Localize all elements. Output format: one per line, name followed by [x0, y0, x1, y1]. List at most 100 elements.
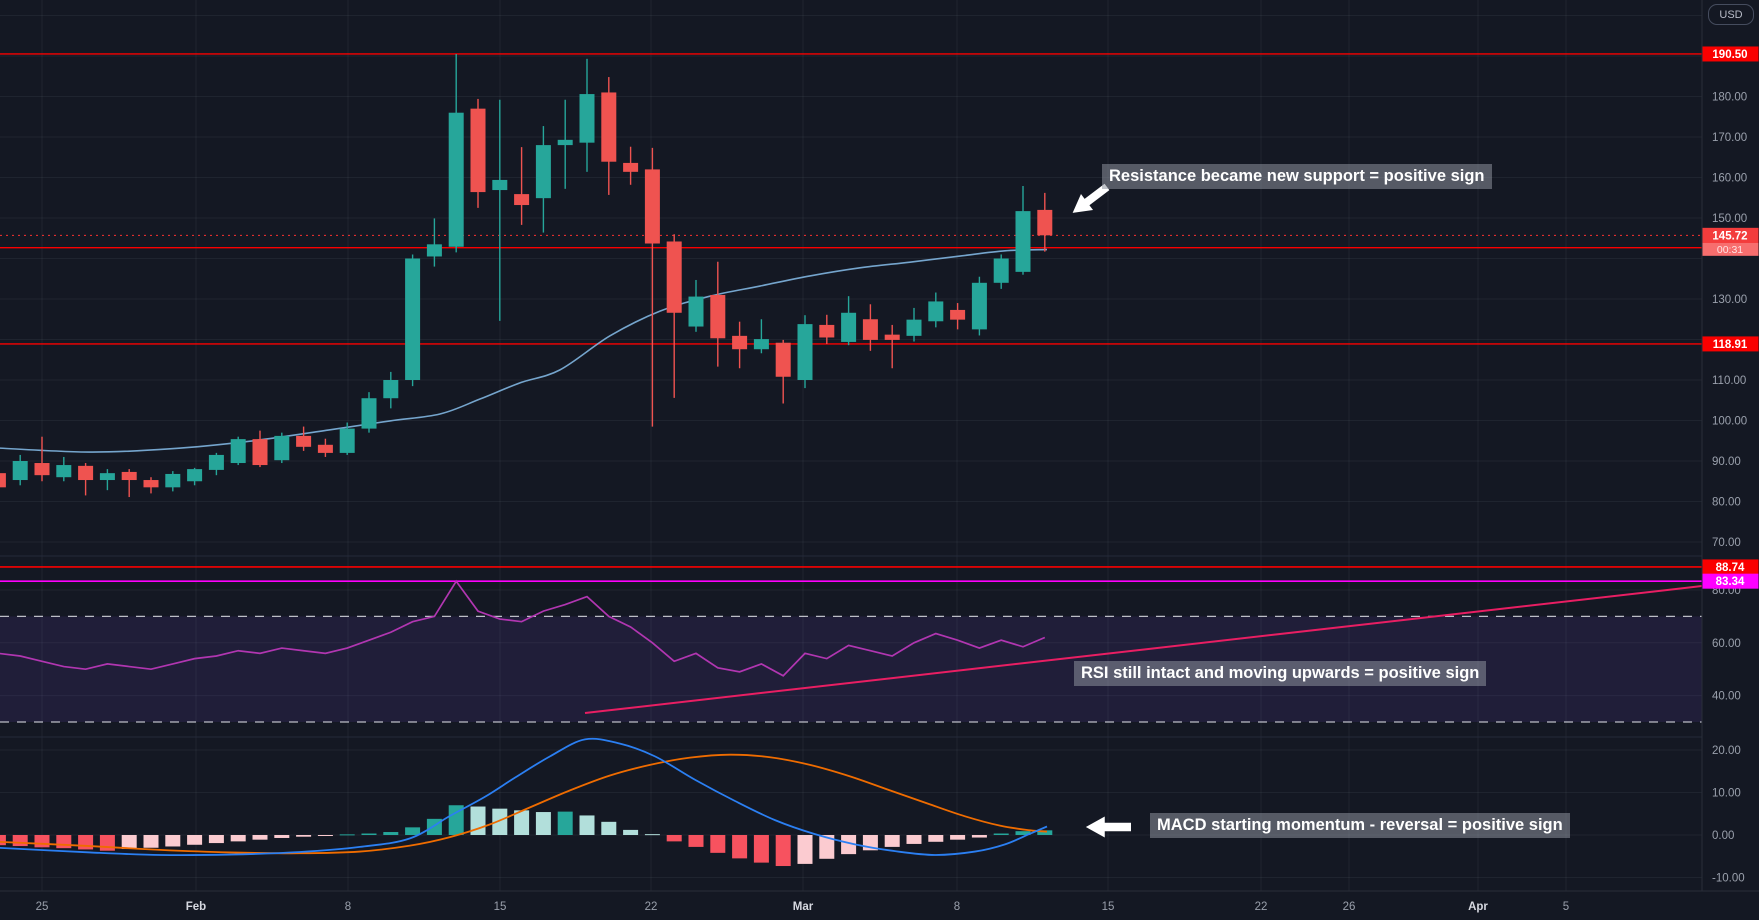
ma-line[interactable] [0, 248, 1048, 453]
macd-histogram-bar[interactable] [361, 833, 377, 835]
candle-body[interactable] [274, 435, 290, 461]
candle-body[interactable] [405, 258, 421, 381]
candle-body[interactable] [252, 439, 268, 466]
annotation-macd[interactable]: MACD starting momentum - reversal = posi… [1150, 813, 1570, 838]
candle-body[interactable] [143, 480, 159, 488]
macd-histogram-bar[interactable] [121, 835, 137, 850]
candle-body[interactable] [993, 258, 1009, 283]
macd-histogram-bar[interactable] [688, 835, 704, 847]
macd-histogram-bar[interactable] [1015, 831, 1031, 835]
candle-body[interactable] [78, 465, 94, 481]
candle-body[interactable] [579, 94, 595, 143]
candle-body[interactable] [601, 92, 617, 162]
macd-histogram-bar[interactable] [950, 835, 966, 840]
macd-histogram-bar[interactable] [797, 835, 813, 864]
last-price-label[interactable] [1702, 227, 1759, 243]
macd-histogram-bar[interactable] [514, 810, 530, 835]
price-level-label[interactable] [1702, 336, 1759, 352]
macd-histogram-bar[interactable] [819, 835, 835, 859]
arrow-left-icon[interactable] [1085, 816, 1131, 838]
macd-histogram-bar[interactable] [143, 835, 159, 848]
annotation-resistance[interactable]: Resistance became new support = positive… [1102, 164, 1492, 189]
candle-body[interactable] [514, 194, 530, 206]
macd-histogram-bar[interactable] [1037, 830, 1053, 835]
countdown-label[interactable] [1702, 242, 1759, 256]
candle-body[interactable] [1037, 209, 1053, 236]
macd-histogram-bar[interactable] [317, 835, 333, 836]
macd-histogram-bar[interactable] [775, 835, 791, 867]
macd-histogram-bar[interactable] [405, 827, 421, 835]
candle-body[interactable] [426, 244, 442, 257]
macd-histogram-bar[interactable] [230, 835, 246, 842]
macd-histogram-bar[interactable] [557, 811, 573, 835]
candle-body[interactable] [557, 139, 573, 146]
candle-body[interactable] [753, 339, 769, 350]
macd-histogram-bar[interactable] [339, 834, 355, 836]
price-level-label[interactable] [1702, 46, 1759, 62]
macd-histogram-bar[interactable] [492, 808, 508, 835]
candle-body[interactable] [99, 473, 115, 481]
macd-histogram-bar[interactable] [971, 835, 987, 838]
candle-body[interactable] [950, 309, 966, 320]
time-tick-label[interactable]: 22 [645, 901, 658, 913]
macd-histogram-bar[interactable] [710, 835, 726, 853]
candle-body[interactable] [884, 334, 900, 340]
macd-histogram-bar[interactable] [208, 835, 224, 844]
candle-body[interactable] [56, 465, 72, 478]
macd-histogram-bar[interactable] [383, 832, 399, 835]
rsi-level-label[interactable] [1702, 559, 1759, 575]
macd-histogram-bar[interactable] [165, 835, 181, 847]
rsi-level-label[interactable] [1702, 573, 1759, 589]
macd-histogram-bar[interactable] [296, 835, 312, 837]
candle-body[interactable] [317, 444, 333, 453]
candle-body[interactable] [775, 342, 791, 377]
candle-body[interactable] [492, 179, 508, 191]
candle-body[interactable] [165, 473, 181, 488]
macd-histogram-bar[interactable] [34, 835, 50, 848]
time-tick-label[interactable]: 26 [1343, 901, 1356, 913]
macd-histogram-bar[interactable] [252, 835, 268, 840]
candle-body[interactable] [906, 319, 922, 336]
arrow-down-left-icon[interactable] [1067, 179, 1113, 221]
candle-body[interactable] [1015, 211, 1031, 272]
time-tick-label[interactable]: 15 [1102, 901, 1115, 913]
candle-body[interactable] [797, 324, 813, 380]
macd-histogram-bar[interactable] [884, 835, 900, 847]
macd-histogram-bar[interactable] [644, 834, 660, 836]
macd-histogram-bar[interactable] [56, 835, 72, 849]
annotation-rsi[interactable]: RSI still intact and moving upwards = po… [1074, 661, 1487, 686]
currency-toggle-usd[interactable]: USD [1708, 4, 1754, 25]
macd-histogram-bar[interactable] [0, 835, 6, 846]
time-tick-label[interactable]: 25 [36, 901, 49, 913]
rsi-trendline[interactable] [584, 585, 1703, 715]
macd-histogram-bar[interactable] [78, 835, 94, 850]
candle-body[interactable] [296, 435, 312, 447]
time-tick-label[interactable]: Feb [186, 901, 206, 913]
candle-body[interactable] [121, 471, 137, 481]
macd-histogram-bar[interactable] [928, 835, 944, 842]
macd-histogram-bar[interactable] [841, 835, 857, 855]
macd-histogram-bar[interactable] [448, 805, 464, 835]
macd-histogram-bar[interactable] [187, 835, 203, 845]
macd-histogram-bar[interactable] [732, 835, 748, 859]
candle-body[interactable] [666, 241, 682, 313]
macd-histogram-bar[interactable] [601, 821, 617, 835]
candle-body[interactable] [819, 324, 835, 338]
candle-body[interactable] [732, 335, 748, 350]
candle-body[interactable] [12, 461, 28, 481]
candle-body[interactable] [862, 319, 878, 340]
macd-line[interactable] [0, 737, 1048, 857]
candle-body[interactable] [339, 428, 355, 453]
rsi-line[interactable] [0, 579, 1046, 677]
macd-histogram-bar[interactable] [12, 835, 28, 847]
candle-body[interactable] [448, 112, 464, 247]
candle-body[interactable] [623, 162, 639, 172]
time-tick-label[interactable]: 15 [494, 901, 507, 913]
candle-body[interactable] [208, 454, 224, 470]
candle-body[interactable] [361, 398, 377, 429]
candle-body[interactable] [644, 169, 660, 244]
price-axis[interactable] [1702, 0, 1759, 891]
candle-body[interactable] [688, 296, 704, 327]
macd-histogram-bar[interactable] [579, 815, 595, 835]
